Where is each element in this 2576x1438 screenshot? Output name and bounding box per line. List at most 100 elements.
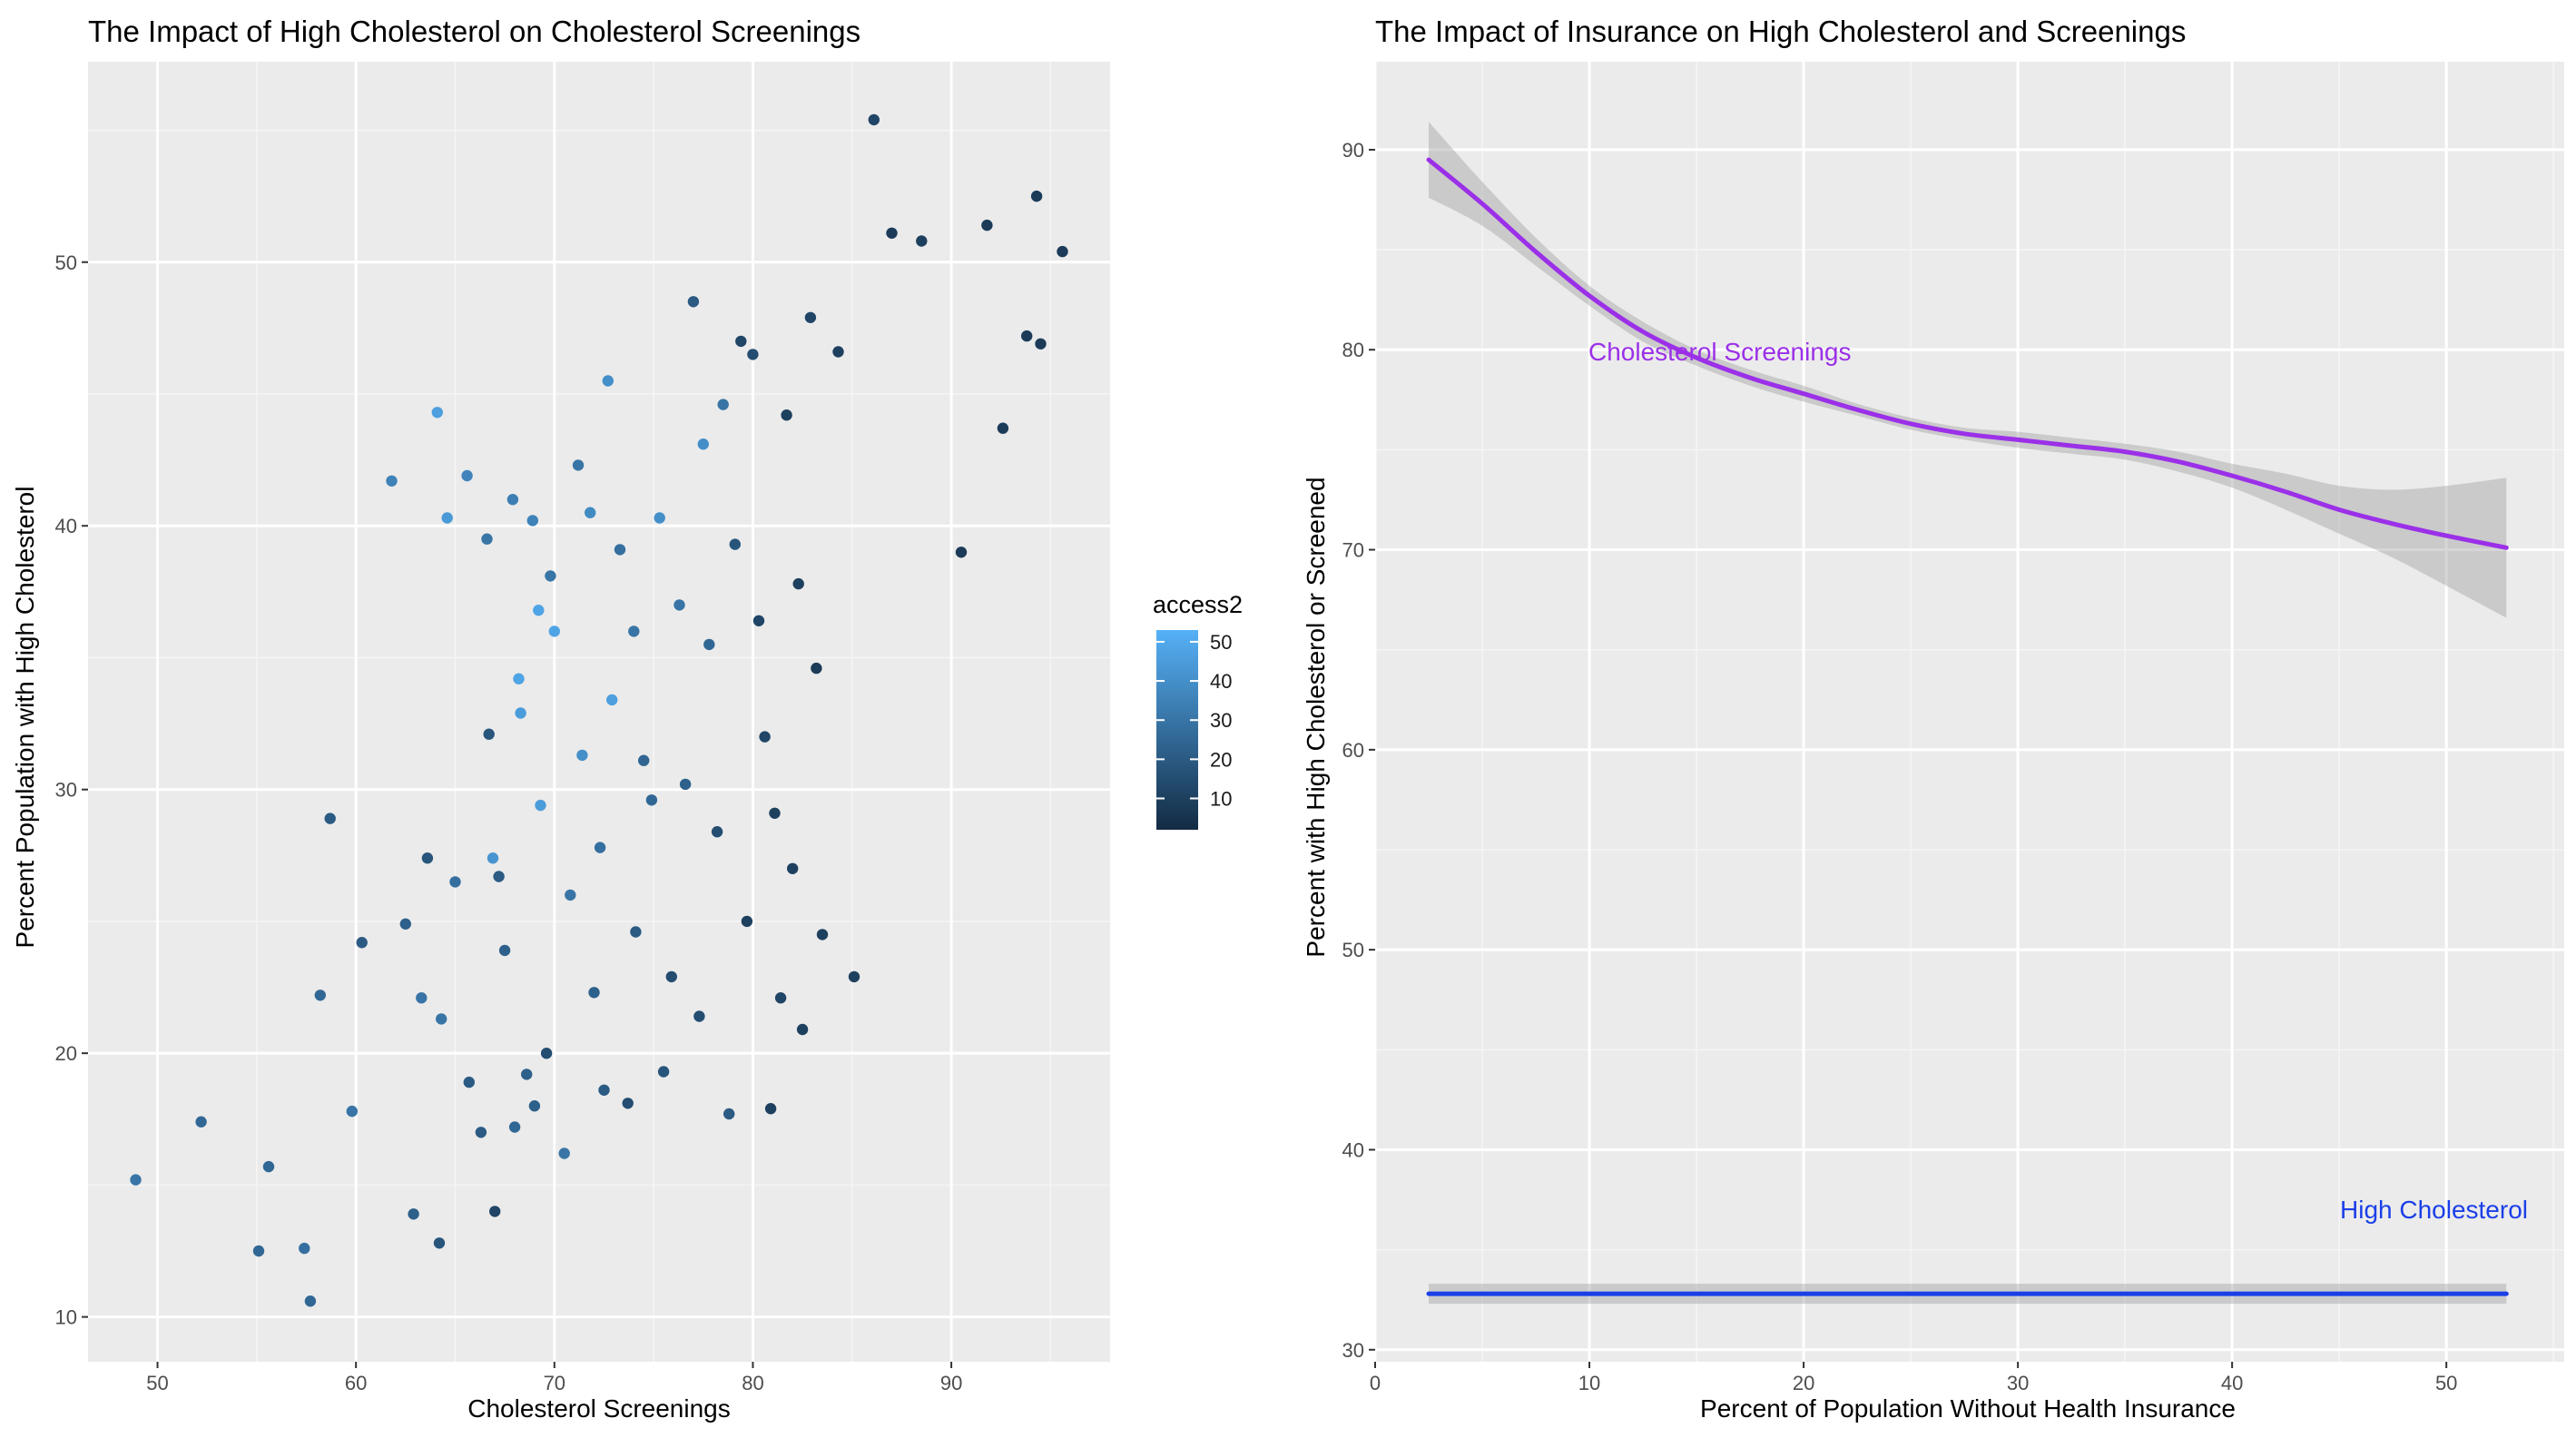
scatter-point <box>665 970 677 983</box>
scatter-point <box>421 852 434 864</box>
legend-tick-label: 20 <box>1210 748 1232 771</box>
scatter-title: The Impact of High Cholesterol on Choles… <box>88 15 860 48</box>
scatter-plot-background <box>88 62 1110 1362</box>
scatter-point <box>769 807 781 819</box>
y-tick-label: 80 <box>1342 339 1364 361</box>
scatter-point <box>386 475 398 487</box>
scatter-point <box>697 438 709 450</box>
smooth-title: The Impact of Insurance on High Choleste… <box>1375 15 2186 48</box>
scatter-point <box>506 494 519 506</box>
y-tick-label: 30 <box>1342 1339 1364 1362</box>
scatter-point <box>515 707 526 719</box>
scatter-point <box>356 937 368 949</box>
scatter-point <box>1021 330 1033 342</box>
y-tick-label: 20 <box>55 1042 77 1065</box>
scatter-point <box>645 794 658 806</box>
scatter-point <box>657 1066 670 1078</box>
scatter-point <box>416 992 428 1004</box>
scatter-point <box>622 1098 634 1109</box>
color-legend: access2 50 40 30 20 10 <box>1153 591 1243 830</box>
y-tick-label: 40 <box>1342 1138 1364 1161</box>
x-tick-label: 40 <box>2221 1372 2243 1394</box>
scatter-point <box>759 731 771 743</box>
scatter-point <box>481 533 493 545</box>
legend-tick-label: 30 <box>1210 709 1232 732</box>
scatter-point <box>548 625 560 637</box>
scatter-point <box>741 915 753 928</box>
y-tick-label: 30 <box>55 779 77 802</box>
legend-tick-label: 40 <box>1210 670 1232 693</box>
scatter-point <box>588 987 600 999</box>
scatter-point <box>1035 338 1047 350</box>
scatter-point <box>602 375 614 387</box>
scatter-point <box>314 990 326 1001</box>
legend-ticks: 50 40 30 20 10 <box>1156 631 1232 810</box>
y-tick-label: 60 <box>1342 739 1364 762</box>
scatter-y-axis: 10 20 30 40 50 <box>55 251 88 1329</box>
scatter-point <box>431 407 443 419</box>
x-tick-label: 30 <box>2007 1372 2029 1394</box>
scatter-point <box>558 1147 570 1159</box>
scatter-point <box>521 1069 533 1080</box>
scatter-point <box>816 929 829 941</box>
scatter-point <box>585 507 596 518</box>
scatter-point <box>787 862 799 874</box>
x-tick-label: 20 <box>1793 1372 1814 1394</box>
scatter-point <box>463 1076 475 1088</box>
scatter-point <box>433 1237 446 1249</box>
scatter-point <box>493 871 505 882</box>
scatter-point <box>1057 245 1068 258</box>
scatter-point <box>598 1084 610 1097</box>
scatter-point <box>638 754 650 766</box>
smooth-x-axis-title: Percent of Population Without Health Ins… <box>1700 1394 2236 1423</box>
smooth-gridlines <box>1373 62 2564 1362</box>
scatter-point <box>487 852 499 864</box>
scatter-point <box>540 1048 553 1059</box>
scatter-point <box>513 673 525 685</box>
scatter-point <box>461 469 473 482</box>
scatter-point <box>436 1013 447 1025</box>
scatter-point <box>792 577 804 590</box>
scatter-point <box>533 605 545 616</box>
scatter-point <box>528 1100 541 1112</box>
x-tick-label: 90 <box>940 1372 962 1394</box>
scatter-point <box>981 219 993 231</box>
scatter-point <box>630 926 642 938</box>
scatter-point <box>796 1023 809 1036</box>
y-tick-label: 40 <box>55 515 77 537</box>
scatter-point <box>832 346 844 358</box>
scatter-point <box>679 778 692 791</box>
scatter-point <box>130 1174 142 1186</box>
annotation-cholesterol-screenings: Cholesterol Screenings <box>1588 338 1852 366</box>
x-tick-label: 50 <box>146 1372 168 1394</box>
legend-title: access2 <box>1153 591 1243 618</box>
scatter-point <box>576 749 588 762</box>
scatter-point <box>811 662 822 675</box>
scatter-point <box>299 1242 310 1255</box>
scatter-points <box>130 113 1068 1307</box>
scatter-point <box>483 728 495 740</box>
x-tick-label: 10 <box>1578 1372 1600 1394</box>
smooth-y-axis-title: Percent with High Cholesterol or Screene… <box>1302 477 1330 957</box>
scatter-point <box>304 1295 317 1307</box>
x-tick-label: 0 <box>1370 1372 1381 1394</box>
scatter-point <box>723 1108 735 1120</box>
legend-tick-label: 50 <box>1210 631 1232 654</box>
scatter-point <box>868 113 880 126</box>
scatter-gridlines <box>88 62 1110 1362</box>
scatter-panel: The Impact of High Cholesterol on Choles… <box>11 15 1243 1423</box>
scatter-point <box>774 992 787 1004</box>
y-tick-label: 10 <box>55 1306 77 1329</box>
scatter-point <box>399 918 411 930</box>
scatter-point <box>916 235 928 247</box>
scatter-point <box>848 970 860 983</box>
y-tick-label: 70 <box>1342 539 1364 562</box>
scatter-point <box>545 570 556 582</box>
scatter-point <box>195 1116 207 1128</box>
scatter-x-axis: 50 60 70 80 90 <box>146 1362 962 1394</box>
scatter-point <box>475 1127 487 1138</box>
scatter-point <box>703 638 715 651</box>
series-0-line <box>1426 157 2509 550</box>
scatter-point <box>594 842 606 853</box>
x-tick-label: 70 <box>544 1372 565 1394</box>
